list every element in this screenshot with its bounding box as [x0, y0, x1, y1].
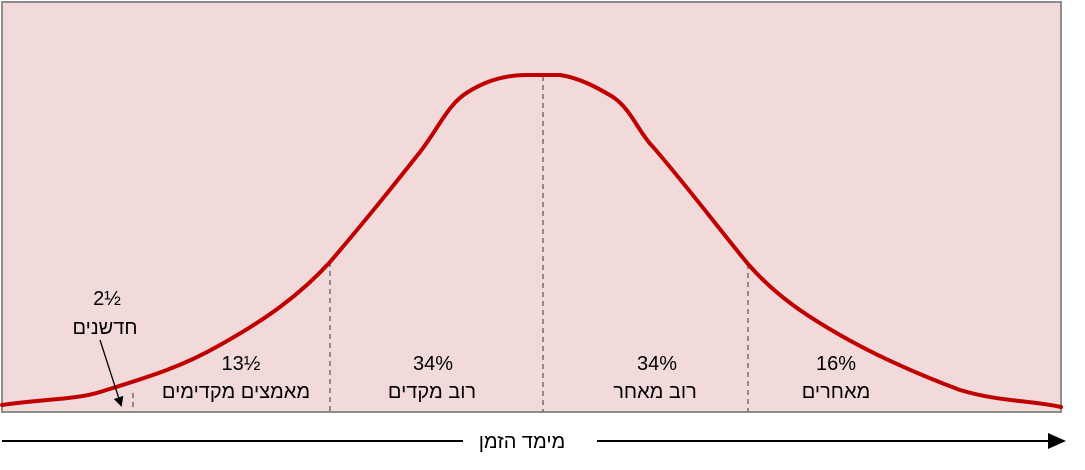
- segment-innovators-percent: 2½: [93, 288, 121, 310]
- bell-curve: [0, 73, 1063, 409]
- time-axis-label: מימד הזמן: [479, 431, 566, 453]
- diagram-panel: [1, 1, 1062, 413]
- segment-early-adopters-percent: 13½: [222, 353, 261, 375]
- segment-laggards-percent: 16%: [816, 353, 856, 375]
- innovators-pointer-arrow: [99, 339, 124, 407]
- segment-early-adopters-label: מאמצים מקדימים: [162, 381, 310, 403]
- segment-innovators-label: חדשנים: [73, 317, 138, 339]
- segment-late-majority-label: רוב מאחר: [613, 381, 697, 403]
- segment-late-majority-percent: 34%: [637, 353, 677, 375]
- segment-early-majority-percent: 34%: [413, 353, 453, 375]
- segment-early-majority-label: רוב מקדים: [388, 381, 476, 403]
- segment-laggards-label: מאחרים: [802, 381, 871, 403]
